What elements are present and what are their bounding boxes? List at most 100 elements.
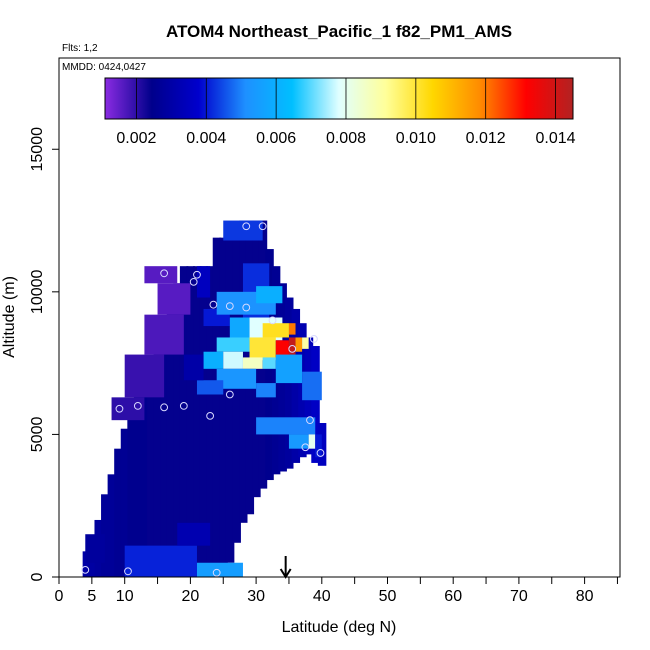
colorbar-tick-label: 0.006	[256, 130, 296, 147]
heatmap-cell	[295, 337, 303, 352]
observation-point	[242, 303, 251, 312]
observation-point	[160, 269, 169, 278]
heatmap-column	[206, 266, 215, 577]
y-tick-label: 15000	[29, 127, 46, 172]
observation-point	[225, 390, 234, 399]
heatmap-column	[219, 237, 228, 577]
observation-point	[310, 334, 318, 343]
colorbar-ticks: 0.002 0.004 0.006 0.008 0.010 0.012 0.014	[116, 78, 576, 147]
heatmap-cell	[262, 357, 276, 369]
colorbar-tick-label: 0.010	[396, 130, 436, 147]
colorbar: 0.002 0.004 0.006 0.008 0.010 0.012 0.014	[104, 77, 576, 147]
flights-note: Flts: 1,2	[62, 43, 98, 54]
x-tick-label: 5	[87, 588, 96, 605]
heatmap-cell	[157, 283, 191, 315]
heatmap-cell	[216, 337, 250, 352]
heatmap-cell	[256, 383, 276, 398]
observation-point	[179, 402, 188, 410]
observation-point	[81, 565, 90, 574]
observation-point	[306, 416, 314, 425]
observation-points	[81, 222, 325, 577]
x-tick-label: 30	[247, 588, 265, 605]
colorbar-gradient	[104, 77, 574, 120]
y-tick-label: 0	[29, 572, 46, 581]
observation-point	[209, 300, 218, 309]
observation-point	[189, 277, 198, 286]
heatmap-column	[166, 300, 176, 577]
heatmap-column	[153, 340, 163, 577]
heatmap-cell	[302, 337, 309, 349]
observation-point	[212, 568, 221, 577]
heatmap-cell	[183, 354, 204, 381]
colorbar-tick-label: 0.002	[116, 130, 156, 147]
heatmap-cell	[275, 340, 289, 358]
heatmap-column	[140, 377, 149, 577]
heatmap-cell	[177, 522, 211, 546]
observation-point	[288, 344, 297, 353]
heatmap-cell	[308, 434, 316, 449]
heatmap-cell	[203, 351, 224, 369]
heatmap-cell	[288, 337, 296, 355]
heatmap-column	[212, 237, 222, 577]
heatmap-cell	[124, 545, 197, 577]
observation-point	[115, 404, 124, 413]
heatmap-column	[147, 360, 156, 577]
heatmap-cell	[315, 434, 322, 458]
heatmap-cell	[242, 357, 263, 369]
x-tick-label: 50	[379, 588, 397, 605]
heatmap-column	[225, 237, 235, 563]
y-tick-label: 10000	[29, 269, 46, 314]
heatmap-cell	[223, 351, 243, 369]
heatmap-column	[133, 394, 143, 577]
x-axis-label: Latitude (deg N)	[282, 619, 397, 636]
x-tick-label: 10	[116, 588, 134, 605]
heatmap-cell	[249, 337, 276, 361]
x-axis: 0 5 10 20 30 40 50 60 70 80	[55, 576, 620, 605]
heatmap-column	[173, 283, 182, 577]
heatmap-column	[127, 411, 136, 577]
heatmap-cell	[256, 286, 283, 304]
heatmap-column	[82, 551, 92, 577]
dates-note: MMDD: 0424,0427	[62, 62, 146, 73]
observation-point	[133, 402, 142, 410]
heatmap-column	[179, 266, 189, 577]
heatmap-cell	[144, 314, 184, 355]
heatmap-cell	[275, 354, 303, 384]
heatmap-cell	[288, 434, 309, 449]
heatmap-column	[107, 474, 117, 577]
observation-point	[301, 443, 310, 452]
heatmap-column	[101, 494, 110, 577]
observation-point	[258, 222, 267, 231]
observation-point	[242, 222, 251, 231]
heatmap-cell	[196, 380, 224, 395]
heatmap-column	[114, 448, 123, 577]
heatmap-cell	[196, 266, 211, 298]
observation-point	[316, 449, 325, 457]
colorbar-tick-label: 0.008	[326, 130, 366, 147]
heatmap-cells	[85, 220, 322, 577]
colorbar-tick-label: 0.012	[466, 130, 506, 147]
colorbar-tick-label: 0.004	[186, 130, 226, 147]
heatmap-column	[232, 237, 241, 543]
x-tick-label: 70	[510, 588, 528, 605]
y-tick-label: 5000	[29, 417, 46, 453]
heatmap-cell	[229, 317, 250, 344]
arrow-head	[279, 568, 292, 579]
observation-point	[160, 403, 169, 412]
heatmap-cell	[124, 354, 165, 398]
x-tick-label: 80	[576, 588, 594, 605]
y-axis-label: Altitude (m)	[1, 276, 18, 358]
observation-point	[124, 567, 132, 576]
heatmap-column	[160, 320, 169, 577]
heatmap-cell	[288, 323, 296, 335]
heatmap-cell	[216, 368, 257, 389]
x-tick-label: 40	[313, 588, 331, 605]
x-tick-label: 0	[55, 588, 64, 605]
heatmap-column	[186, 266, 195, 577]
heatmap-column	[311, 346, 320, 463]
heatmap-column	[193, 266, 202, 577]
heatmap-column	[199, 266, 209, 577]
y-axis: 0 5000 10000 15000	[29, 58, 60, 581]
heatmap-cell	[196, 562, 243, 577]
